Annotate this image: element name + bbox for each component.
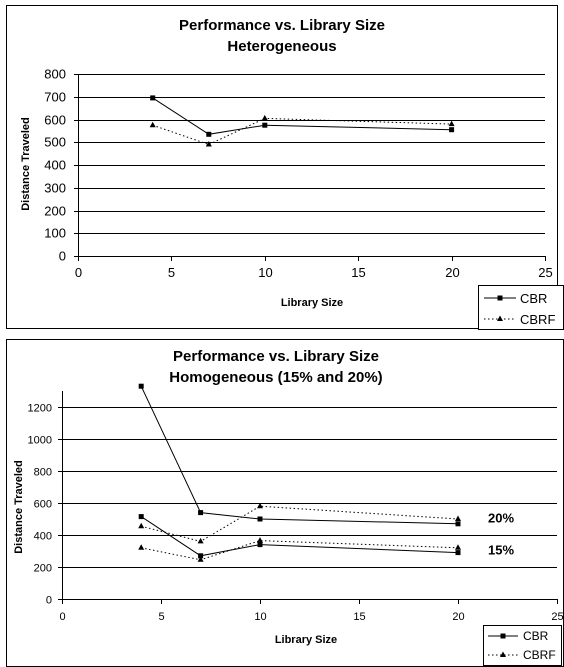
chart1-legend: CBR CBRF [478,285,564,330]
chart1-x-tick-label: 15 [351,265,365,280]
chart1-y-tick-label: 500 [44,135,66,150]
chart2-x-tick-label: 5 [158,611,164,623]
chart2-x-tick-label: 15 [353,611,365,623]
chart1-tick-labels: 0 100 200 300 400 500 600 700 800 0 5 10 15 20 25 [44,67,552,281]
chart2-subtitle: Homogeneous (15% and 20%) [169,369,382,386]
chart2-axes [58,391,558,604]
chart1-title: Performance vs. Library Size [179,17,385,34]
chart2-annotations: 20% 15% [488,510,514,557]
chart2-point-triangle [455,544,461,550]
chart2-point-square [198,510,204,516]
chart1-y-tick-label: 100 [44,226,66,241]
chart1-y-tick-label: 600 [44,113,66,128]
chart2-series-line-series2 [140,516,459,557]
chart2-y-tick-label: 0 [46,595,52,607]
chart2-annotation: 15% [488,542,514,557]
chart2-point-square [455,550,461,556]
chart2-point-square [138,383,144,389]
chart1-x-tick-label: 0 [75,265,82,280]
chart1-ylabel: Distance Traveled [20,117,32,211]
chart2-legend-cbrf-marker [500,651,506,657]
chart1-y-tick-label: 800 [44,67,66,82]
chart1-x-tick-label: 5 [168,265,175,280]
chart1-legend-cbrf-label: CBRF [520,312,555,327]
chart1-series [149,95,455,147]
chart2-y-tick-label: 1000 [28,435,52,447]
chart1-point-square [150,95,156,101]
chart1-frame [6,5,558,329]
chart1-legend-cbr-marker [497,295,503,301]
chart2-legend: CBR CBRF [483,625,562,666]
chart1-series-line-cbr [152,97,452,135]
chart1-x-tick-label: 25 [538,265,552,280]
chart2-y-tick-label: 800 [34,467,52,479]
chart1-y-tick-label: 400 [44,158,66,173]
chart1-point-triangle [205,141,212,147]
chart2-point-triangle [138,544,145,550]
chart1-point-square [262,122,268,128]
chart1-axes [74,74,546,261]
chart2-x-tick-label: 0 [59,611,65,623]
chart1-point-triangle [261,114,268,121]
chart2-point-triangle [455,515,461,521]
chart1-point-triangle [149,121,156,128]
chart1-subtitle: Heterogeneous [227,38,336,55]
chart2-xlabel: Library Size [275,634,337,646]
chart2-point-triangle [197,556,204,562]
chart2-title: Performance vs. Library Size [173,348,379,365]
chart2-point-square [455,521,461,527]
chart2-point-triangle [257,502,263,509]
chart2-x-tick-label: 10 [254,611,266,623]
chart2-x-tick-label: 25 [551,611,563,623]
chart2-tick-labels: 0 200 400 600 800 1000 1200 0 5 10 15 20 25 [28,403,564,624]
chart2-legend-cbr-marker [500,633,506,639]
chart2-ylabel: Distance Traveled [13,460,25,554]
chart2-point-square [257,516,263,522]
chart2-series-line-cbr [140,385,459,525]
chart2-y-tick-label: 200 [34,563,52,575]
chart2-point-square [198,553,204,559]
chart2-series [138,383,461,562]
chart1-y-tick-label: 200 [44,204,66,219]
chart1-point-triangle [448,120,455,127]
chart1-y-tick-label: 0 [59,249,66,264]
chart1-point-square [206,131,212,137]
chart1-y-tick-label: 700 [44,90,66,105]
chart2-point-triangle [257,537,263,543]
chart1-legend-cbr-label: CBR [520,291,547,306]
chart1-x-tick-label: 20 [445,265,459,280]
chart1-y-tick-label: 300 [44,181,66,196]
chart2-legend-cbrf-label: CBRF [523,648,556,662]
chart2-y-tick-label: 1200 [28,403,52,415]
chart2-point-triangle [138,522,145,529]
chart2-legend-box [483,625,562,666]
chart1-x-tick-label: 10 [258,265,272,280]
chart2-y-tick-label: 400 [34,531,52,543]
chart2-point-square [138,514,144,520]
chart1-xlabel: Library Size [281,297,343,309]
chart1-gridlines [78,74,545,234]
chart1-legend-cbrf-marker [497,315,503,321]
chart2-legend-cbr-label: CBR [523,629,549,643]
chart1-point-square [449,127,455,133]
chart2-point-square [257,542,263,548]
chart2-point-triangle [197,537,204,544]
chart2-y-tick-label: 600 [34,499,52,511]
chart2-x-tick-label: 20 [452,611,464,623]
chart2-gridlines [62,407,557,568]
chart2-annotation: 20% [488,510,514,525]
